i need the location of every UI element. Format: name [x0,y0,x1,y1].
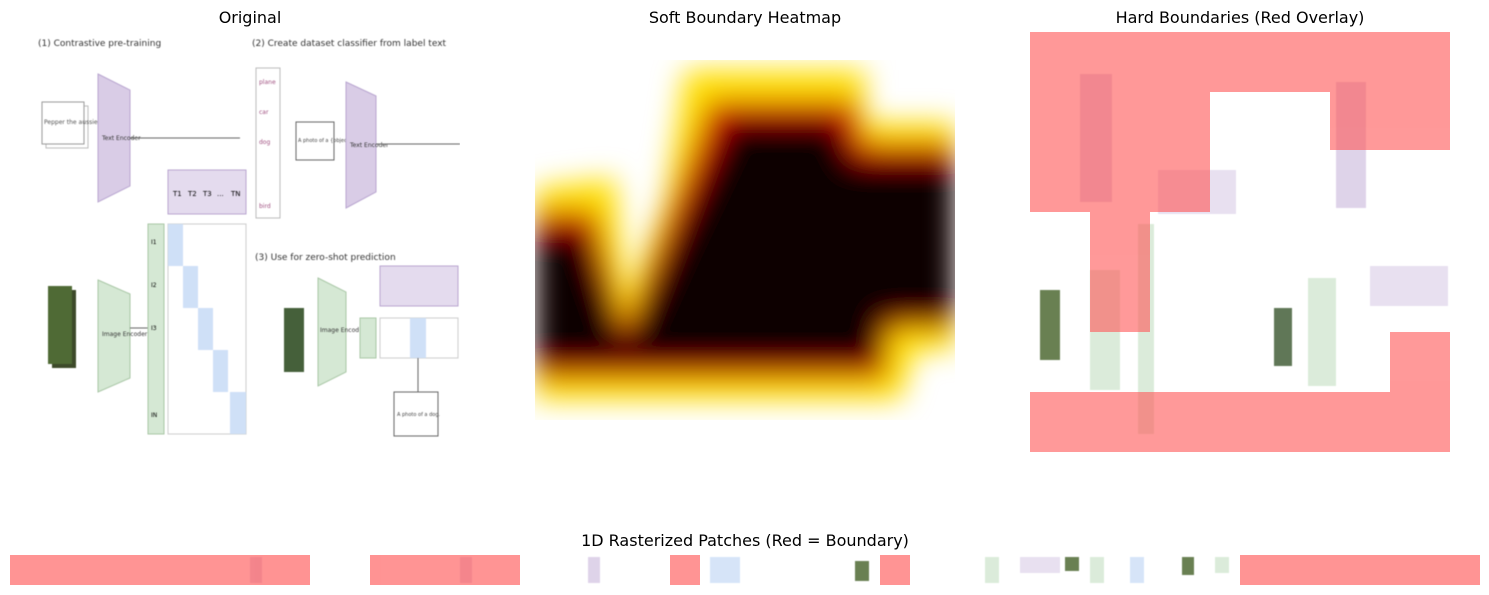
strip-bit-8 [1065,557,1079,571]
image-encoder-2-label: Image Encoder [320,327,366,334]
raster-strip [10,555,1480,585]
hard-boundary-panel [1030,32,1450,452]
prediction-box [393,391,439,437]
copy-dog [1274,308,1292,366]
pepper-card [41,101,85,145]
copy-t-row2 [1370,266,1448,306]
image-encoder-1-label: Image Encoder [102,331,148,338]
label-plane: plane [259,79,276,86]
hard-title: Hard Boundaries (Red Overlay) [1115,8,1365,27]
strip-red-3 [670,555,700,585]
i-col-1: I1 [151,239,157,246]
score-highlight [410,318,426,358]
text-encoder-1 [97,73,131,203]
t-row-1-t2: T2 [187,190,197,198]
photo-template: A photo of a {object}. [298,138,354,144]
i-col-n: IN [151,412,157,419]
overlay-left-b [1090,212,1150,332]
i-col-3: I3 [151,325,157,332]
diag-4 [213,350,228,392]
strip-red-2 [370,555,520,585]
diag-3 [198,308,213,350]
diagram-group: (1) Contrastive pre-training (2) Create … [38,39,460,437]
similarity-matrix [167,223,247,435]
strip-bit-9 [1090,557,1104,583]
hard-boundary-canvas [1030,32,1450,452]
section2-label: (2) Create dataset classifier from label… [252,39,447,49]
clip-diagram: (1) Contrastive pre-training (2) Create … [38,39,460,437]
raster-strip-canvas [10,555,1480,585]
i1-cell [359,317,377,359]
t-row-1-t3: T3 [202,190,212,198]
text-encoder-2-label: Text Encoder [349,142,389,149]
strip-red-5 [1240,555,1480,585]
strip-red-segments [10,555,1480,585]
strip-title: 1D Rasterized Patches (Red = Boundary) [581,531,909,550]
t-row-2 [379,265,459,307]
overlay-right-a [1330,92,1450,150]
label-list [255,67,281,219]
label-dog: dog [259,139,270,146]
diag-2 [183,266,198,308]
prediction-text: A photo of a dog. [397,412,440,418]
photo-template-box [295,121,335,161]
red-overlay [1030,32,1450,452]
section1-label: (1) Contrastive pre-training [38,39,161,49]
diag-5 [230,392,246,434]
strip-bit-12 [1215,557,1229,573]
strip-bit-7 [1020,557,1060,573]
overlay-bottom [1030,392,1450,452]
dog-photo [284,308,304,372]
strip-bit-11 [1182,557,1194,575]
copy-img [1040,290,1060,360]
strip-bit-3 [588,557,600,583]
heatmap-canvas [535,70,955,400]
heatmap-title: Soft Boundary Heatmap [648,8,842,27]
strip-bit-6 [985,557,999,583]
diag-1 [168,224,183,266]
t-row-1-dots: ... [217,190,224,198]
text-encoder-2 [345,81,377,209]
label-bird: bird [259,203,271,210]
strip-red-4 [880,555,910,585]
heat-glow [535,70,955,400]
heatmap-panel [535,60,955,420]
t-row-1-t1: T1 [172,190,182,198]
image-encoder-1 [97,279,131,393]
i-col-2: I2 [151,282,157,289]
strip-bit-4 [710,557,740,583]
original-panel: (1) Contrastive pre-training (2) Create … [30,32,460,452]
heat-black [535,120,955,365]
strip-bit-5 [855,561,869,581]
t-row-1-tn: TN [230,190,241,198]
label-car: car [259,109,269,116]
i-column [147,223,165,435]
text-encoder-1-label: Text Encoder [101,135,141,142]
section3-label: (3) Use for zero-shot prediction [255,253,396,263]
pepper-caption: Pepper the aussie pup [44,119,111,126]
image-encoder-2 [317,277,347,387]
t-row-1 [167,169,247,215]
overlay-top-right [1210,32,1450,92]
copy-ie2 [1308,278,1336,386]
strip-red-1 [10,555,310,585]
original-title: Original [218,8,282,27]
overlay-left-a [1030,92,1210,212]
image-stack-front [48,286,72,364]
overlay-mid-right [1390,332,1450,392]
strip-bit-10 [1130,557,1144,583]
overlay-top-left [1030,32,1210,92]
